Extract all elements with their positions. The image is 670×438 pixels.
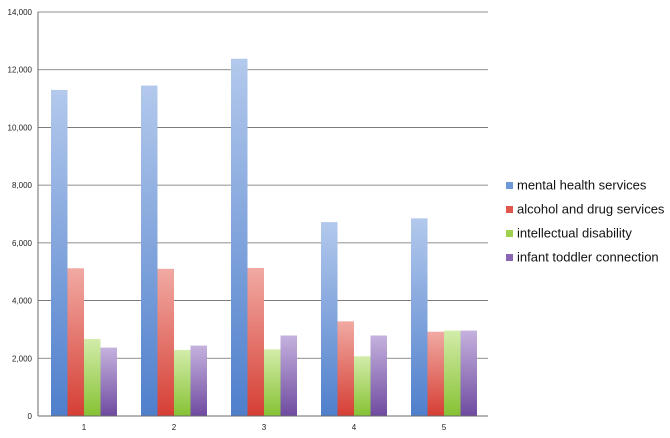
- bar-intellectual-disability-4: [354, 356, 371, 416]
- x-axis-ticks: 1 2 3 4 5: [82, 423, 447, 432]
- bar-mental-health-services-2: [141, 85, 158, 416]
- legend-swatch: [506, 206, 513, 213]
- bar-mental-health-services-3: [231, 58, 248, 417]
- legend: mental health services alcohol and drug s…: [506, 178, 665, 265]
- y-tick-label: 2,000: [12, 354, 33, 363]
- bar-intellectual-disability-2: [174, 349, 191, 416]
- bar-infant-toddler-connection-4: [370, 335, 387, 416]
- legend-label: alcohol and drug services: [517, 202, 665, 217]
- bar-alcohol-and-drug-services-1: [67, 268, 84, 416]
- bar-infant-toddler-connection-1: [100, 347, 117, 416]
- bar-infant-toddler-connection-3: [280, 335, 297, 416]
- legend-swatch: [506, 182, 513, 189]
- bar-alcohol-and-drug-services-5: [427, 331, 444, 416]
- x-tick-label: 5: [442, 423, 447, 432]
- bar-infant-toddler-connection-5: [460, 330, 477, 416]
- legend-label: mental health services: [517, 178, 647, 193]
- legend-swatch: [506, 230, 513, 237]
- bar-intellectual-disability-5: [444, 330, 461, 416]
- bar-alcohol-and-drug-services-2: [157, 268, 174, 416]
- y-tick-label: 0: [28, 412, 33, 421]
- bar-mental-health-services-4: [321, 222, 338, 416]
- bars: [51, 58, 477, 417]
- bar-alcohol-and-drug-services-4: [337, 321, 354, 416]
- bar-intellectual-disability-1: [84, 338, 101, 416]
- y-tick-label: 6,000: [12, 239, 33, 248]
- x-tick-label: 4: [352, 423, 357, 432]
- bar-mental-health-services-1: [51, 89, 68, 417]
- x-tick-label: 2: [172, 423, 177, 432]
- x-tick-label: 3: [262, 423, 267, 432]
- y-axis-ticks: 0 2,000 4,000 6,000 8,000 10,000 12,000 14,000: [8, 8, 33, 421]
- bar-intellectual-disability-3: [264, 349, 281, 416]
- bar-mental-health-services-5: [411, 218, 428, 416]
- bar-infant-toddler-connection-2: [190, 345, 207, 416]
- bar-alcohol-and-drug-services-3: [247, 267, 264, 416]
- y-tick-label: 12,000: [8, 66, 33, 75]
- legend-swatch: [506, 254, 513, 261]
- y-tick-label: 10,000: [8, 123, 33, 132]
- legend-label: intellectual disability: [517, 226, 632, 241]
- y-tick-label: 8,000: [12, 181, 33, 190]
- gridlines: [38, 11, 488, 359]
- legend-label: infant toddler connection: [517, 250, 659, 265]
- y-tick-label: 14,000: [8, 8, 33, 17]
- x-tick-label: 1: [82, 423, 87, 432]
- y-tick-label: 4,000: [12, 297, 33, 306]
- axes: [37, 12, 488, 417]
